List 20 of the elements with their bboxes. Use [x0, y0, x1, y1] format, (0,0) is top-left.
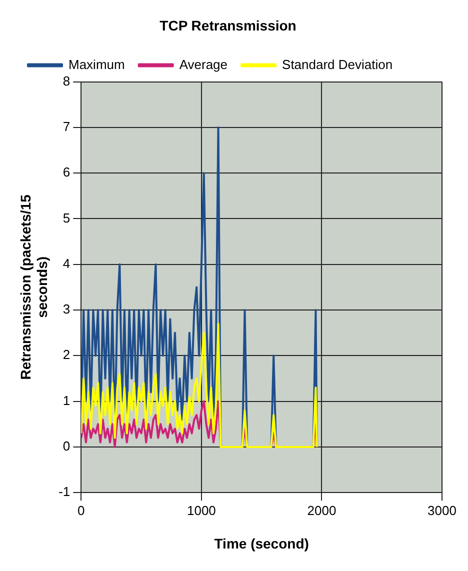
y-tick-label: 7 [62, 119, 70, 134]
y-tick-label: 8 [62, 73, 70, 88]
x-tick-label: 2000 [307, 502, 336, 518]
legend-label: Standard Deviation [282, 56, 393, 72]
y-tick-label: 2 [62, 347, 70, 362]
x-axis-title: Time (second) [214, 535, 309, 552]
legend-label: Maximum [68, 56, 125, 72]
y-axis-title: Retransmission (packets/15 seconds) [17, 194, 50, 380]
y-tick-label: 3 [62, 302, 70, 317]
chart-title: TCP Retransmission [160, 17, 296, 34]
legend-label: Average [179, 56, 228, 72]
y-tick-label: 4 [62, 256, 70, 271]
x-tick-label: 0 [78, 502, 85, 518]
y-tick-label: 0 [62, 438, 70, 454]
y-tick-label: 5 [62, 210, 70, 226]
y-tick-label: 1 [62, 392, 70, 408]
x-tick-label: 1000 [186, 502, 216, 518]
y-tick-label: 6 [62, 164, 70, 180]
y-tick-label: -1 [58, 484, 70, 500]
x-tick-label: 3000 [428, 502, 456, 518]
